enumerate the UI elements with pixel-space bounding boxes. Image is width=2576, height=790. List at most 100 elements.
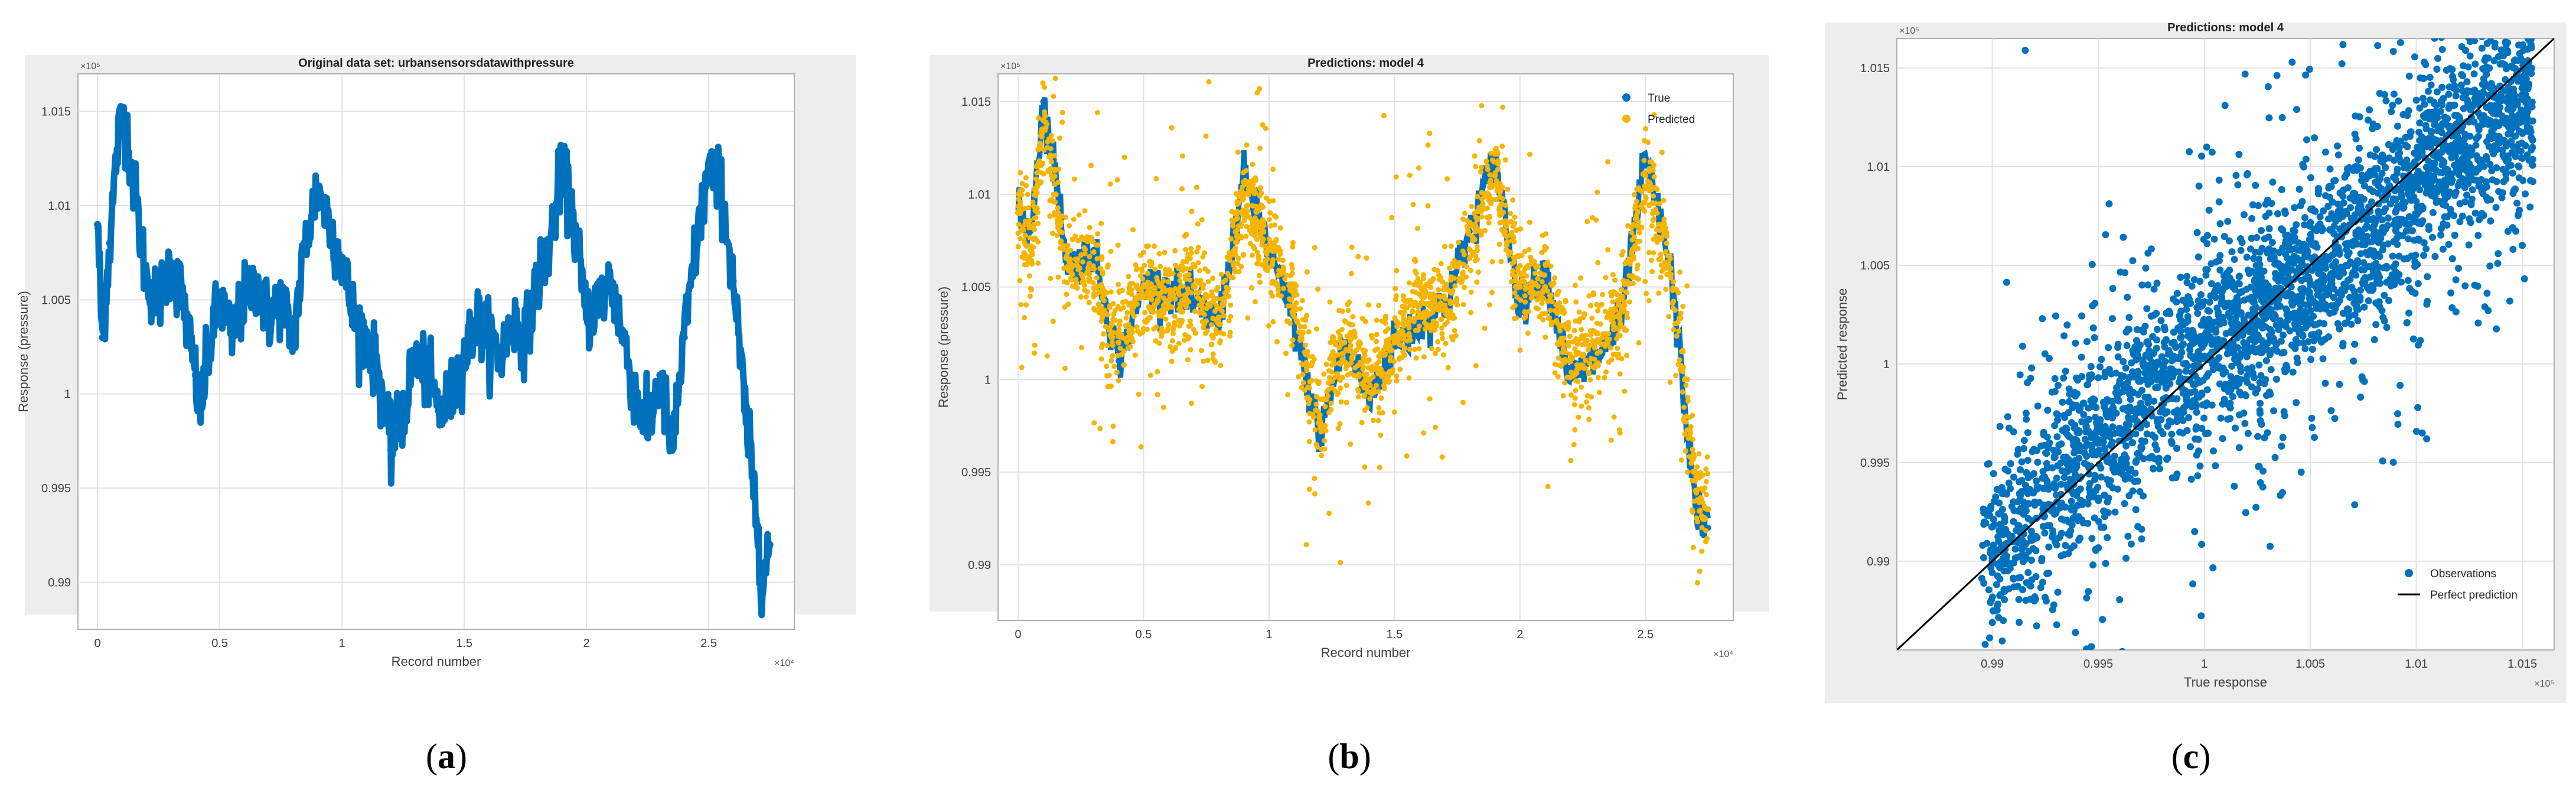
observation-point xyxy=(2291,344,2299,352)
observation-point xyxy=(2471,281,2479,289)
observation-point xyxy=(2381,291,2388,299)
observation-point xyxy=(2187,443,2194,451)
predicted-point xyxy=(1543,245,1549,251)
predicted-point xyxy=(1405,320,1411,326)
predicted-point xyxy=(1180,153,1185,159)
predicted-point xyxy=(1142,318,1147,324)
predicted-point xyxy=(1359,420,1365,425)
predicted-point xyxy=(1201,324,1207,330)
predicted-point xyxy=(1217,340,1223,346)
observation-point xyxy=(1987,599,1994,606)
predicted-point xyxy=(1335,390,1341,396)
observation-point xyxy=(2482,9,2489,16)
predicted-point xyxy=(1690,544,1696,550)
predicted-point xyxy=(1385,373,1391,379)
predicted-anchor-point xyxy=(1291,302,1297,308)
observation-point xyxy=(2345,184,2352,191)
predicted-point xyxy=(1021,238,1027,243)
observation-point xyxy=(2034,402,2042,410)
predicted-point xyxy=(1590,364,1595,370)
predicted-point xyxy=(1514,227,1519,233)
observation-point xyxy=(2384,222,2391,229)
observation-point xyxy=(2129,257,2137,265)
predicted-point xyxy=(1023,175,1029,181)
predicted-point xyxy=(1651,112,1657,118)
predicted-point xyxy=(1511,316,1517,321)
predicted-point xyxy=(1630,246,1635,252)
predicted-point xyxy=(1495,167,1501,173)
predicted-point xyxy=(1557,324,1562,330)
observation-point xyxy=(2339,41,2347,48)
predicted-point xyxy=(1682,448,1688,454)
predicted-point xyxy=(1348,360,1354,366)
observation-point xyxy=(2037,584,2045,591)
predicted-point xyxy=(1651,250,1657,256)
predicted-point xyxy=(1617,333,1623,339)
predicted-point xyxy=(1224,286,1230,292)
predicted-point xyxy=(1052,76,1058,82)
predicted-point xyxy=(1568,392,1574,398)
predicted-point xyxy=(1666,314,1672,320)
observation-point xyxy=(2503,9,2510,16)
predicted-point xyxy=(1027,294,1033,299)
observation-point xyxy=(2310,337,2318,344)
observation-point xyxy=(2054,589,2062,596)
observation-point xyxy=(2105,200,2113,207)
observation-point xyxy=(2173,395,2181,402)
data-point xyxy=(595,296,602,304)
predicted-point xyxy=(1285,392,1291,398)
predicted-point xyxy=(1510,223,1516,229)
predicted-point xyxy=(1690,509,1695,515)
predicted-point xyxy=(1185,286,1191,292)
predicted-point xyxy=(1139,268,1145,274)
predicted-point xyxy=(1044,353,1050,359)
predicted-point xyxy=(1123,315,1129,321)
predicted-point xyxy=(1218,363,1224,368)
observation-point xyxy=(2262,357,2270,365)
predicted-point xyxy=(1042,109,1048,115)
predicted-point xyxy=(1198,297,1204,303)
observation-point xyxy=(2243,253,2251,261)
observation-point xyxy=(2340,199,2347,207)
predicted-point xyxy=(1469,203,1475,209)
predicted-point xyxy=(1497,220,1503,226)
predicted-point xyxy=(1593,217,1599,223)
observation-point xyxy=(2306,66,2313,73)
predicted-point xyxy=(1425,313,1431,318)
predicted-point xyxy=(1202,250,1207,256)
predicted-point xyxy=(1041,171,1046,177)
predicted-point xyxy=(1521,316,1527,321)
predicted-point xyxy=(1130,227,1136,233)
observation-point xyxy=(2445,240,2453,248)
observation-point xyxy=(2422,122,2430,129)
predicted-point xyxy=(1369,368,1375,373)
observation-point xyxy=(2399,110,2407,118)
observation-point xyxy=(2083,338,2091,346)
predicted-point xyxy=(1656,290,1662,296)
predicted-point xyxy=(1152,243,1157,249)
predicted-point xyxy=(1343,347,1349,353)
observation-point xyxy=(2389,48,2397,56)
predicted-point xyxy=(1152,266,1158,272)
predicted-point xyxy=(1372,347,1378,353)
legend-label: True xyxy=(1648,92,1670,105)
x-tick-label: 1.005 xyxy=(2295,658,2325,671)
predicted-point xyxy=(1088,162,1094,168)
predicted-anchor-point xyxy=(1266,246,1272,253)
y-tick-label: 1.01 xyxy=(968,188,991,201)
observation-point xyxy=(2255,202,2262,209)
predicted-point xyxy=(1052,181,1058,187)
observation-point xyxy=(2322,148,2329,156)
observation-point xyxy=(2264,196,2271,204)
predicted-point xyxy=(1327,375,1332,381)
observation-point xyxy=(1981,641,1989,648)
predicted-point xyxy=(1531,290,1537,296)
predicted-point xyxy=(1675,362,1681,368)
predicted-point xyxy=(1518,297,1524,303)
predicted-point xyxy=(1566,343,1571,349)
predicted-point xyxy=(1646,298,1652,304)
x-tick-label: 0.5 xyxy=(1136,628,1152,641)
observation-point xyxy=(2195,182,2203,190)
observation-point xyxy=(2194,310,2202,317)
predicted-point xyxy=(1309,378,1315,383)
